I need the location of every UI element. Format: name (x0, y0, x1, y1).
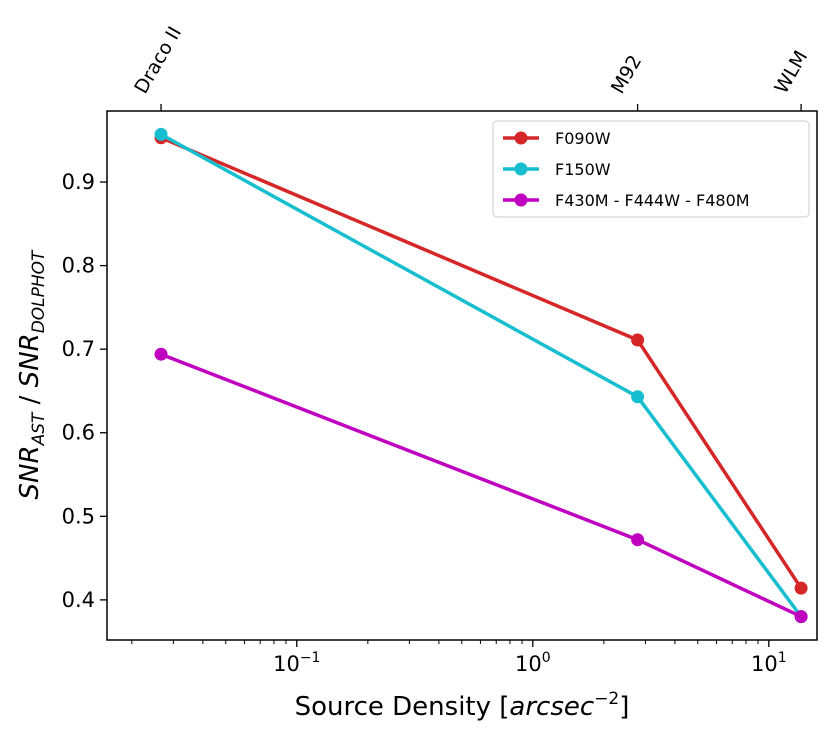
top-tick-label: M92 (607, 51, 646, 97)
legend-box (492, 120, 810, 218)
y-tick-label: 0.7 (62, 337, 95, 361)
axis-labels: Source Density [arcsec−2] SNRAST / SNRDO… (15, 249, 629, 722)
legend: F090W F150W F430M - F444W - F480M (492, 120, 810, 218)
y-tick-label: 0.6 (62, 421, 95, 445)
x-tick-label: 10−1 (273, 650, 320, 676)
legend-label: F150W (555, 160, 611, 179)
x-tick-label: 100 (515, 650, 551, 676)
data-point (154, 127, 168, 141)
y-tick-label: 0.9 (62, 170, 95, 194)
y-axis-label: SNRAST / SNRDOLPHOT (15, 249, 49, 500)
legend-label: F430M - F444W - F480M (555, 191, 750, 210)
data-point (154, 347, 168, 361)
y-tick-label: 0.8 (62, 254, 95, 278)
plot-frame (106, 110, 818, 641)
x-tick-label: 101 (751, 650, 787, 676)
legend-marker (514, 193, 528, 207)
legend-marker (514, 162, 528, 176)
series-layer (154, 127, 808, 624)
top-tick-label: WLM (770, 47, 812, 98)
y-tick-label: 0.5 (62, 504, 95, 528)
top-tick-label: Draco II (130, 23, 186, 98)
data-point (794, 581, 808, 595)
data-point (631, 533, 645, 547)
y-tick-label: 0.4 (62, 588, 95, 612)
legend-label: F090W (555, 129, 611, 148)
x-axis-label: Source Density [arcsec−2] (295, 689, 630, 722)
data-point (631, 390, 645, 404)
legend-marker (514, 131, 528, 145)
data-point (631, 333, 645, 347)
data-point (794, 610, 808, 624)
